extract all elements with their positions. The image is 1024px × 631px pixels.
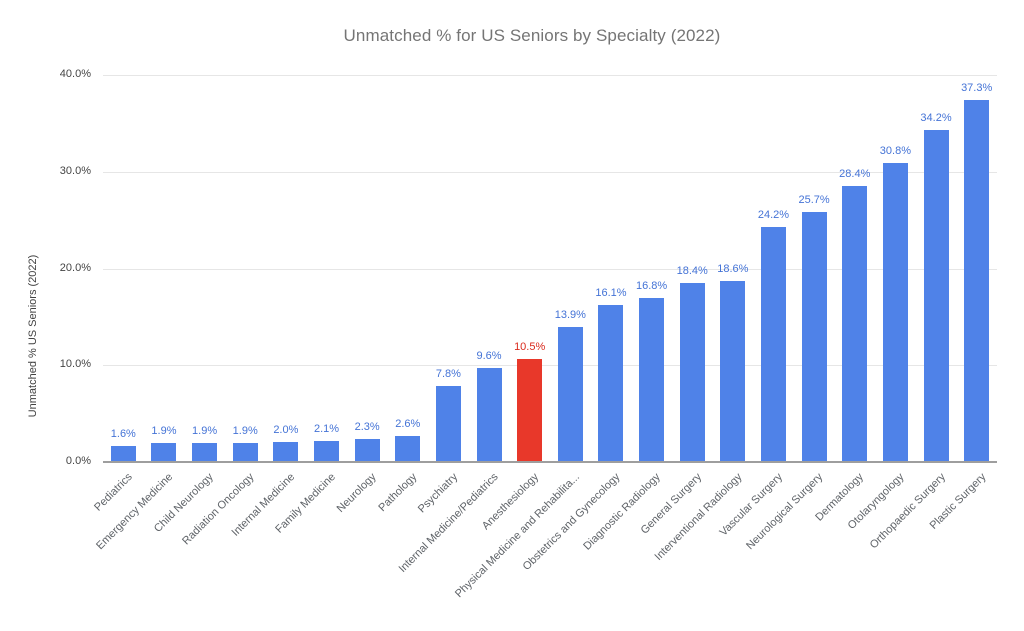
value-label: 2.1% — [313, 422, 340, 435]
bar — [110, 445, 136, 461]
x-category-label: Radiation Oncology — [180, 471, 257, 548]
y-axis-title: Unmatched % US Seniors (2022) — [27, 254, 39, 418]
bar — [314, 440, 339, 461]
value-label: 16.8% — [635, 280, 668, 293]
value-label: 7.8% — [435, 367, 461, 380]
value-label: 1.9% — [232, 424, 258, 437]
value-label: 28.4% — [839, 168, 871, 181]
value-label: 9.6% — [476, 350, 502, 363]
bar — [639, 298, 665, 461]
value-label: 25.7% — [798, 194, 830, 207]
bar — [354, 438, 380, 461]
value-label: 1.9% — [151, 424, 177, 437]
x-category-label: Pediatrics — [92, 471, 135, 514]
gridline — [103, 171, 997, 173]
value-label: 2.6% — [395, 417, 421, 430]
gridline — [103, 365, 997, 367]
value-label: 10.5% — [514, 341, 546, 354]
value-label: 30.8% — [879, 145, 911, 157]
bar — [761, 226, 786, 461]
value-label: 34.2% — [920, 112, 952, 125]
bar — [192, 442, 218, 461]
y-tick-label: 40.0% — [59, 68, 91, 80]
value-label: 24.2% — [757, 208, 790, 221]
value-label: 37.3% — [961, 82, 993, 95]
bar — [395, 435, 421, 461]
x-category-label: Diagnostic Radiology — [581, 471, 664, 553]
gridline — [103, 268, 997, 270]
y-tick-label: 20.0% — [59, 261, 91, 274]
y-tick-label: 10.0% — [59, 358, 91, 371]
gridline — [103, 75, 997, 76]
bar-highlighted — [517, 359, 543, 461]
value-label: 2.0% — [273, 423, 299, 436]
bar — [842, 186, 868, 461]
value-label: 13.9% — [554, 308, 586, 321]
x-category-label: Neurological Surgery — [744, 471, 826, 553]
value-label: 2.3% — [354, 420, 380, 433]
bar — [151, 442, 177, 461]
bar — [435, 385, 461, 461]
x-category-label: Pathology — [376, 471, 420, 515]
bar — [882, 163, 908, 461]
bar — [232, 442, 258, 461]
x-category-label: Emergency Medicine — [94, 471, 176, 553]
x-category-label: Neurology — [334, 471, 379, 515]
value-label: 16.1% — [595, 287, 627, 300]
x-category-label: Orthopaedic Surgery — [867, 471, 948, 552]
bar — [720, 281, 746, 461]
bar — [557, 326, 583, 461]
bar — [598, 305, 624, 461]
bar — [273, 441, 299, 461]
bar — [801, 212, 827, 461]
value-label: 18.4% — [676, 264, 708, 277]
bar — [476, 368, 502, 461]
bar — [679, 282, 705, 461]
x-axis-line — [103, 461, 997, 463]
y-tick-label: 0.0% — [65, 455, 91, 467]
chart-title: Unmatched % for US Seniors by Specialty … — [343, 26, 721, 45]
y-tick-label: 30.0% — [59, 164, 91, 177]
bar — [964, 100, 990, 461]
plot-area — [103, 75, 997, 463]
value-label: 18.6% — [717, 263, 749, 276]
value-label: 1.9% — [192, 424, 218, 437]
value-label: 1.6% — [110, 427, 136, 440]
bar — [923, 130, 949, 461]
